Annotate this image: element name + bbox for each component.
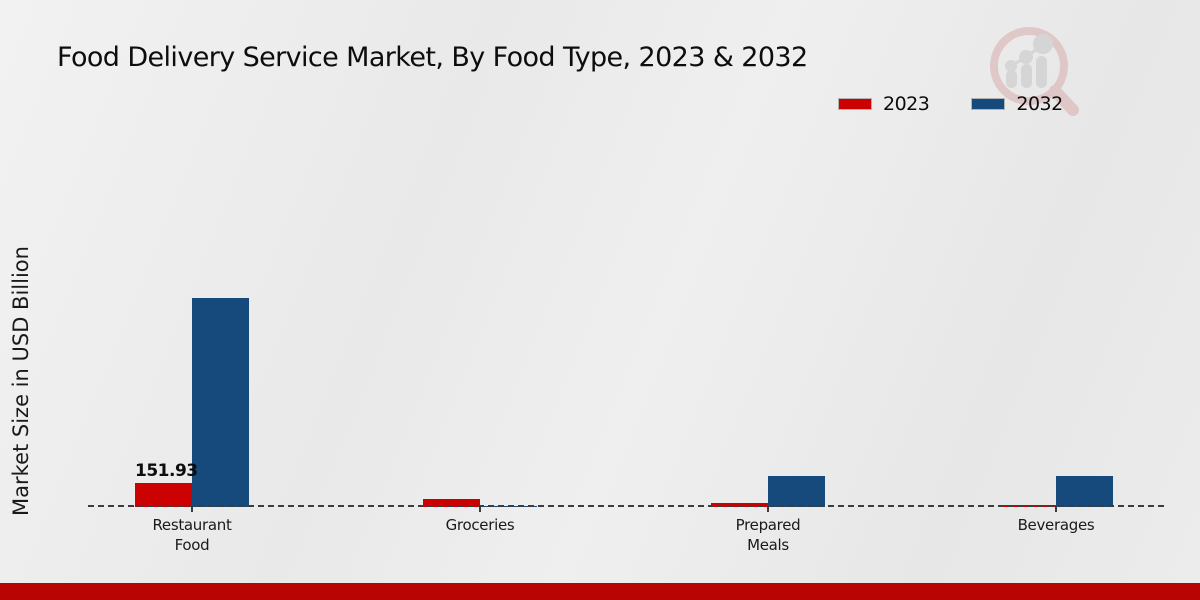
category-label-groceries: Groceries [445,516,515,534]
bar-2032-beverages [1056,476,1113,507]
category-label-prepared-meals: Prepared Meals [735,516,801,554]
bar-2023-restaurant-food [135,482,192,507]
legend-item-2023: 2023 [838,93,930,115]
bar-2032-prepared-meals [768,476,825,507]
x-axis-tick-prepared-meals [767,507,769,512]
bar-2032-restaurant-food [192,297,249,507]
legend-label-2023: 2023 [883,93,930,115]
legend-label-2032: 2032 [1016,93,1063,115]
chart-title: Food Delivery Service Market, By Food Ty… [57,42,808,73]
category-label-restaurant-food: Restaurant Food [152,516,232,554]
bar-2023-groceries [423,498,480,507]
x-axis-tick-restaurant-food [191,507,193,512]
x-axis-tick-beverages [1055,507,1057,512]
category-label-beverages: Beverages [1017,516,1095,534]
bar-2023-prepared-meals [711,502,768,507]
x-axis-baseline [88,505,1164,507]
legend-swatch-2023-icon [838,98,872,110]
bar-value-label-2023-restaurant-food: 151.93 [135,460,198,481]
legend-item-2032: 2032 [971,93,1063,115]
bottom-accent-band [0,583,1200,600]
legend: 2023 2032 [838,93,1063,115]
x-axis-tick-groceries [479,507,481,512]
legend-swatch-2032-icon [971,98,1006,110]
market-research-future-logo-icon [990,27,1079,116]
